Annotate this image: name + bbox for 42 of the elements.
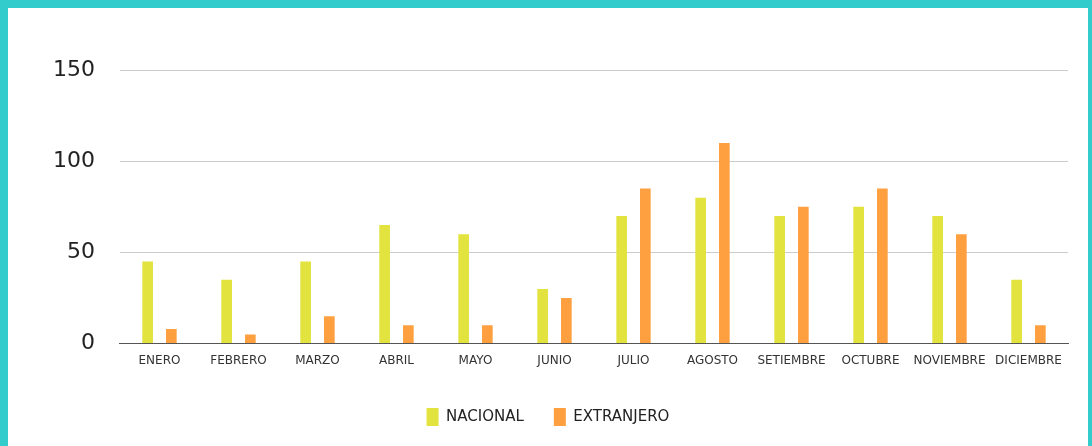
bar	[774, 215, 785, 344]
bar	[166, 329, 177, 344]
x-tick-label: JULIO	[616, 352, 650, 367]
x-tick-label: NOVIEMBRE	[913, 352, 986, 367]
bar	[695, 197, 706, 344]
bar	[324, 316, 335, 344]
bar	[300, 261, 311, 344]
x-tick-label: SETIEMBRE	[757, 352, 826, 367]
bar	[877, 188, 888, 344]
x-tick-label: ENERO	[138, 352, 181, 367]
bar	[1035, 325, 1046, 344]
x-tick-label: AGOSTO	[686, 352, 739, 367]
bar	[561, 298, 572, 344]
bar	[719, 142, 730, 344]
y-tick-label: 50	[66, 238, 95, 264]
bar	[221, 279, 232, 344]
bar	[956, 234, 967, 344]
bar	[853, 206, 864, 344]
bar	[616, 215, 627, 344]
y-tick-label: 0	[80, 329, 95, 355]
x-tick-label: ABRIL	[378, 352, 415, 367]
bar	[798, 206, 809, 344]
x-tick-label: OCTUBRE	[841, 352, 900, 367]
bar	[482, 325, 493, 344]
x-tick-label: MARZO	[295, 352, 340, 367]
y-tick-label: 100	[52, 146, 95, 172]
bar	[640, 188, 651, 344]
bar	[403, 325, 414, 344]
bar	[1011, 279, 1022, 344]
x-tick-label: JUNIO	[536, 352, 572, 367]
bar	[142, 261, 153, 344]
legend-label: NACIONAL	[446, 406, 525, 425]
x-tick-label: MAYO	[458, 352, 493, 367]
bar	[379, 225, 390, 344]
bar	[245, 334, 256, 344]
bar	[458, 234, 469, 344]
legend-label: EXTRANJERO	[573, 406, 670, 425]
x-tick-label: DICIEMBRE	[995, 352, 1062, 367]
bar	[537, 288, 548, 344]
bar	[932, 215, 943, 344]
x-tick-label: FEBRERO	[210, 352, 267, 367]
y-tick-label: 150	[52, 55, 95, 81]
